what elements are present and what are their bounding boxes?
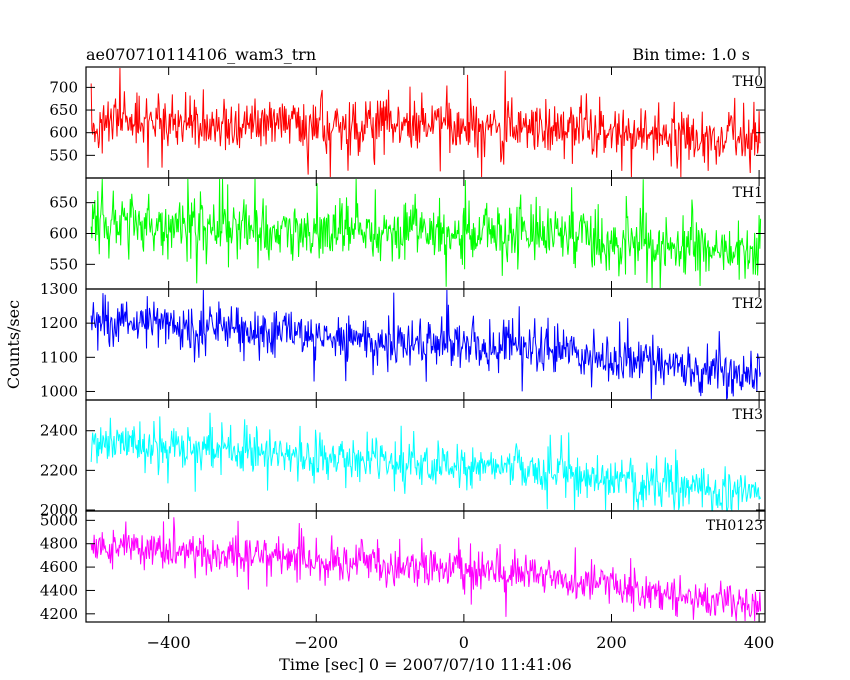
series-name-th1: TH1	[733, 185, 763, 201]
x-tick-label: 0	[459, 633, 469, 652]
y-tick-label-th0123: 5000	[40, 511, 78, 529]
y-tick-label-th0123: 4400	[40, 581, 78, 599]
y-tick-label-th0: 650	[49, 101, 78, 119]
y-tick-label-th0: 700	[49, 78, 78, 96]
series-line-th0	[90, 67, 761, 178]
y-tick-label-th3: 2200	[40, 461, 78, 479]
y-tick-label-th3: 2000	[40, 501, 78, 519]
series-line-th1	[90, 178, 762, 289]
y-tick-label-th1: 650	[49, 194, 78, 212]
y-tick-label-th0123: 4800	[40, 535, 78, 553]
series-line-th0123	[90, 517, 762, 622]
y-tick-label-th2: 1000	[40, 382, 78, 400]
series-name-th0: TH0	[733, 74, 763, 90]
x-axis-label: Time [sec] 0 = 2007/07/10 11:41:06	[279, 655, 572, 674]
y-tick-label-th0: 600	[49, 124, 78, 142]
y-tick-label-th1: 600	[49, 225, 78, 243]
series-line-th3	[90, 412, 762, 512]
series-name-th3: TH3	[733, 407, 763, 423]
series-line-th2	[90, 289, 762, 401]
panel-frame-th2	[85, 288, 766, 401]
y-tick-label-th3: 2400	[40, 422, 78, 440]
y-tick-label-th0: 550	[49, 146, 78, 164]
panel-frame-th0123	[85, 510, 766, 623]
series-name-th2: TH2	[733, 296, 763, 312]
y-tick-label-th2: 1200	[40, 314, 78, 332]
y-tick-label-th0123: 4200	[40, 605, 78, 623]
y-axis-label: Counts/sec	[4, 300, 23, 389]
y-tick-label-th1: 550	[49, 255, 78, 273]
x-tick-label: 200	[596, 633, 627, 652]
x-tick-label: −200	[294, 633, 338, 652]
bin-time-label: Bin time: 1.0 s	[632, 45, 750, 64]
y-tick-label-th2: 1300	[40, 280, 78, 298]
y-tick-label-th2: 1100	[40, 348, 78, 366]
series-name-th0123: TH0123	[706, 518, 763, 534]
x-tick-label: 400	[744, 633, 775, 652]
x-tick-label: −400	[147, 633, 191, 652]
chart-title: ae070710114106_wam3_trn	[86, 45, 317, 64]
y-tick-label-th0123: 4600	[40, 558, 78, 576]
